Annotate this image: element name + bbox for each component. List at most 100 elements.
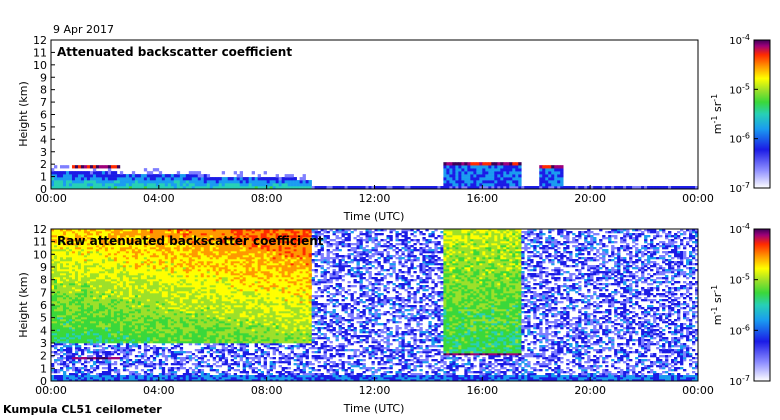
heatmap-cell xyxy=(56,287,61,290)
heatmap-cell xyxy=(188,255,193,258)
heatmap-cell xyxy=(191,279,196,282)
heatmap-cell xyxy=(51,245,55,248)
heatmap-cell xyxy=(122,259,127,262)
heatmap-cell xyxy=(62,311,67,314)
heatmap-cell xyxy=(197,329,202,332)
heatmap-cell xyxy=(116,293,121,296)
heatmap-cell xyxy=(95,323,100,326)
heatmap-cell xyxy=(215,235,220,238)
heatmap-cell xyxy=(89,180,94,184)
heatmap-cell xyxy=(275,183,279,187)
heatmap-cell xyxy=(116,287,121,290)
heatmap-cell xyxy=(260,183,264,187)
heatmap-cell xyxy=(464,183,468,187)
heatmap-cell xyxy=(194,375,199,378)
heatmap-cell xyxy=(179,233,184,236)
heatmap-cell xyxy=(152,351,157,354)
heatmap-cell xyxy=(71,319,76,322)
heatmap-cell xyxy=(164,186,169,189)
heatmap-cell xyxy=(143,295,148,298)
heatmap-cell xyxy=(443,165,447,169)
heatmap-cell xyxy=(51,377,55,380)
heatmap-cell xyxy=(86,285,91,288)
heatmap-cell xyxy=(185,180,190,184)
heatmap-cell xyxy=(509,171,513,175)
heatmap-cell xyxy=(128,279,133,282)
heatmap-cell xyxy=(143,293,148,296)
heatmap-cell xyxy=(122,317,127,320)
heatmap-cell xyxy=(212,177,217,181)
heatmap-cell xyxy=(80,259,85,262)
heatmap-cell xyxy=(80,245,85,248)
heatmap-cell xyxy=(143,287,148,290)
heatmap-cell xyxy=(212,305,217,308)
heatmap-cell xyxy=(71,283,76,286)
heatmap-cell xyxy=(68,183,73,187)
heatmap-cell xyxy=(134,307,139,310)
x-tick-label: 04:00 xyxy=(143,192,175,205)
heatmap-cell xyxy=(182,267,187,270)
heatmap-cell xyxy=(176,327,181,330)
heatmap-cell xyxy=(182,253,187,256)
heatmap-cell xyxy=(95,329,100,332)
heatmap-cell xyxy=(54,165,58,169)
heatmap-cell xyxy=(134,367,139,370)
heatmap-cell xyxy=(71,257,76,260)
heatmap-cell xyxy=(54,339,58,342)
heatmap-cell xyxy=(125,265,130,268)
heatmap-cell xyxy=(56,293,61,296)
heatmap-cell xyxy=(467,186,471,189)
heatmap-cell xyxy=(140,379,145,381)
heatmap-cell xyxy=(98,180,103,184)
heatmap-cell xyxy=(143,365,148,368)
y-tick-label: 1 xyxy=(40,171,47,184)
heatmap-cell xyxy=(146,317,151,320)
heatmap-cell xyxy=(146,329,151,332)
heatmap-cell xyxy=(146,315,151,318)
heatmap-cell xyxy=(77,379,82,381)
heatmap-cell xyxy=(107,279,112,282)
heatmap-cell xyxy=(77,327,82,330)
heatmap-cell xyxy=(68,315,73,318)
heatmap-cell xyxy=(119,287,124,290)
heatmap-cell xyxy=(116,297,121,300)
x-tick-label: 12:00 xyxy=(359,192,391,205)
heatmap-cell xyxy=(51,363,55,366)
heatmap-cell xyxy=(506,180,510,184)
heatmap-cell xyxy=(80,239,85,242)
heatmap-cell xyxy=(95,353,100,356)
heatmap-cell xyxy=(455,171,459,175)
heatmap-cell xyxy=(86,375,91,378)
heatmap-cell xyxy=(176,249,181,252)
heatmap-cell xyxy=(143,271,148,274)
heatmap-cell xyxy=(203,249,208,252)
heatmap-cell xyxy=(218,299,223,302)
heatmap-cell xyxy=(80,237,85,240)
heatmap-cell xyxy=(119,303,124,306)
heatmap-cell xyxy=(164,311,169,314)
heatmap-cell xyxy=(164,313,169,316)
heatmap-cell xyxy=(92,289,97,292)
heatmap-cell xyxy=(176,363,181,366)
heatmap-cell xyxy=(158,249,163,252)
heatmap-cell xyxy=(170,339,175,342)
heatmap-cell xyxy=(155,180,160,184)
heatmap-cell xyxy=(86,251,91,254)
heatmap-cell xyxy=(554,177,558,181)
heatmap-cell xyxy=(527,186,531,189)
heatmap-cell xyxy=(125,303,130,306)
heatmap-cell xyxy=(110,313,115,316)
heatmap-cell xyxy=(65,321,70,324)
heatmap-cell xyxy=(152,311,157,314)
heatmap-cell xyxy=(51,327,55,330)
heatmap-cell xyxy=(554,165,558,169)
heatmap-cell xyxy=(86,301,91,304)
heatmap-cell xyxy=(152,319,157,322)
heatmap-cell xyxy=(92,345,97,348)
heatmap-cell xyxy=(224,251,229,254)
heatmap-cell xyxy=(218,333,223,336)
heatmap-cell xyxy=(194,233,199,236)
heatmap-cell xyxy=(185,283,190,286)
heatmap-cell xyxy=(152,269,157,272)
heatmap-cell xyxy=(197,186,202,189)
